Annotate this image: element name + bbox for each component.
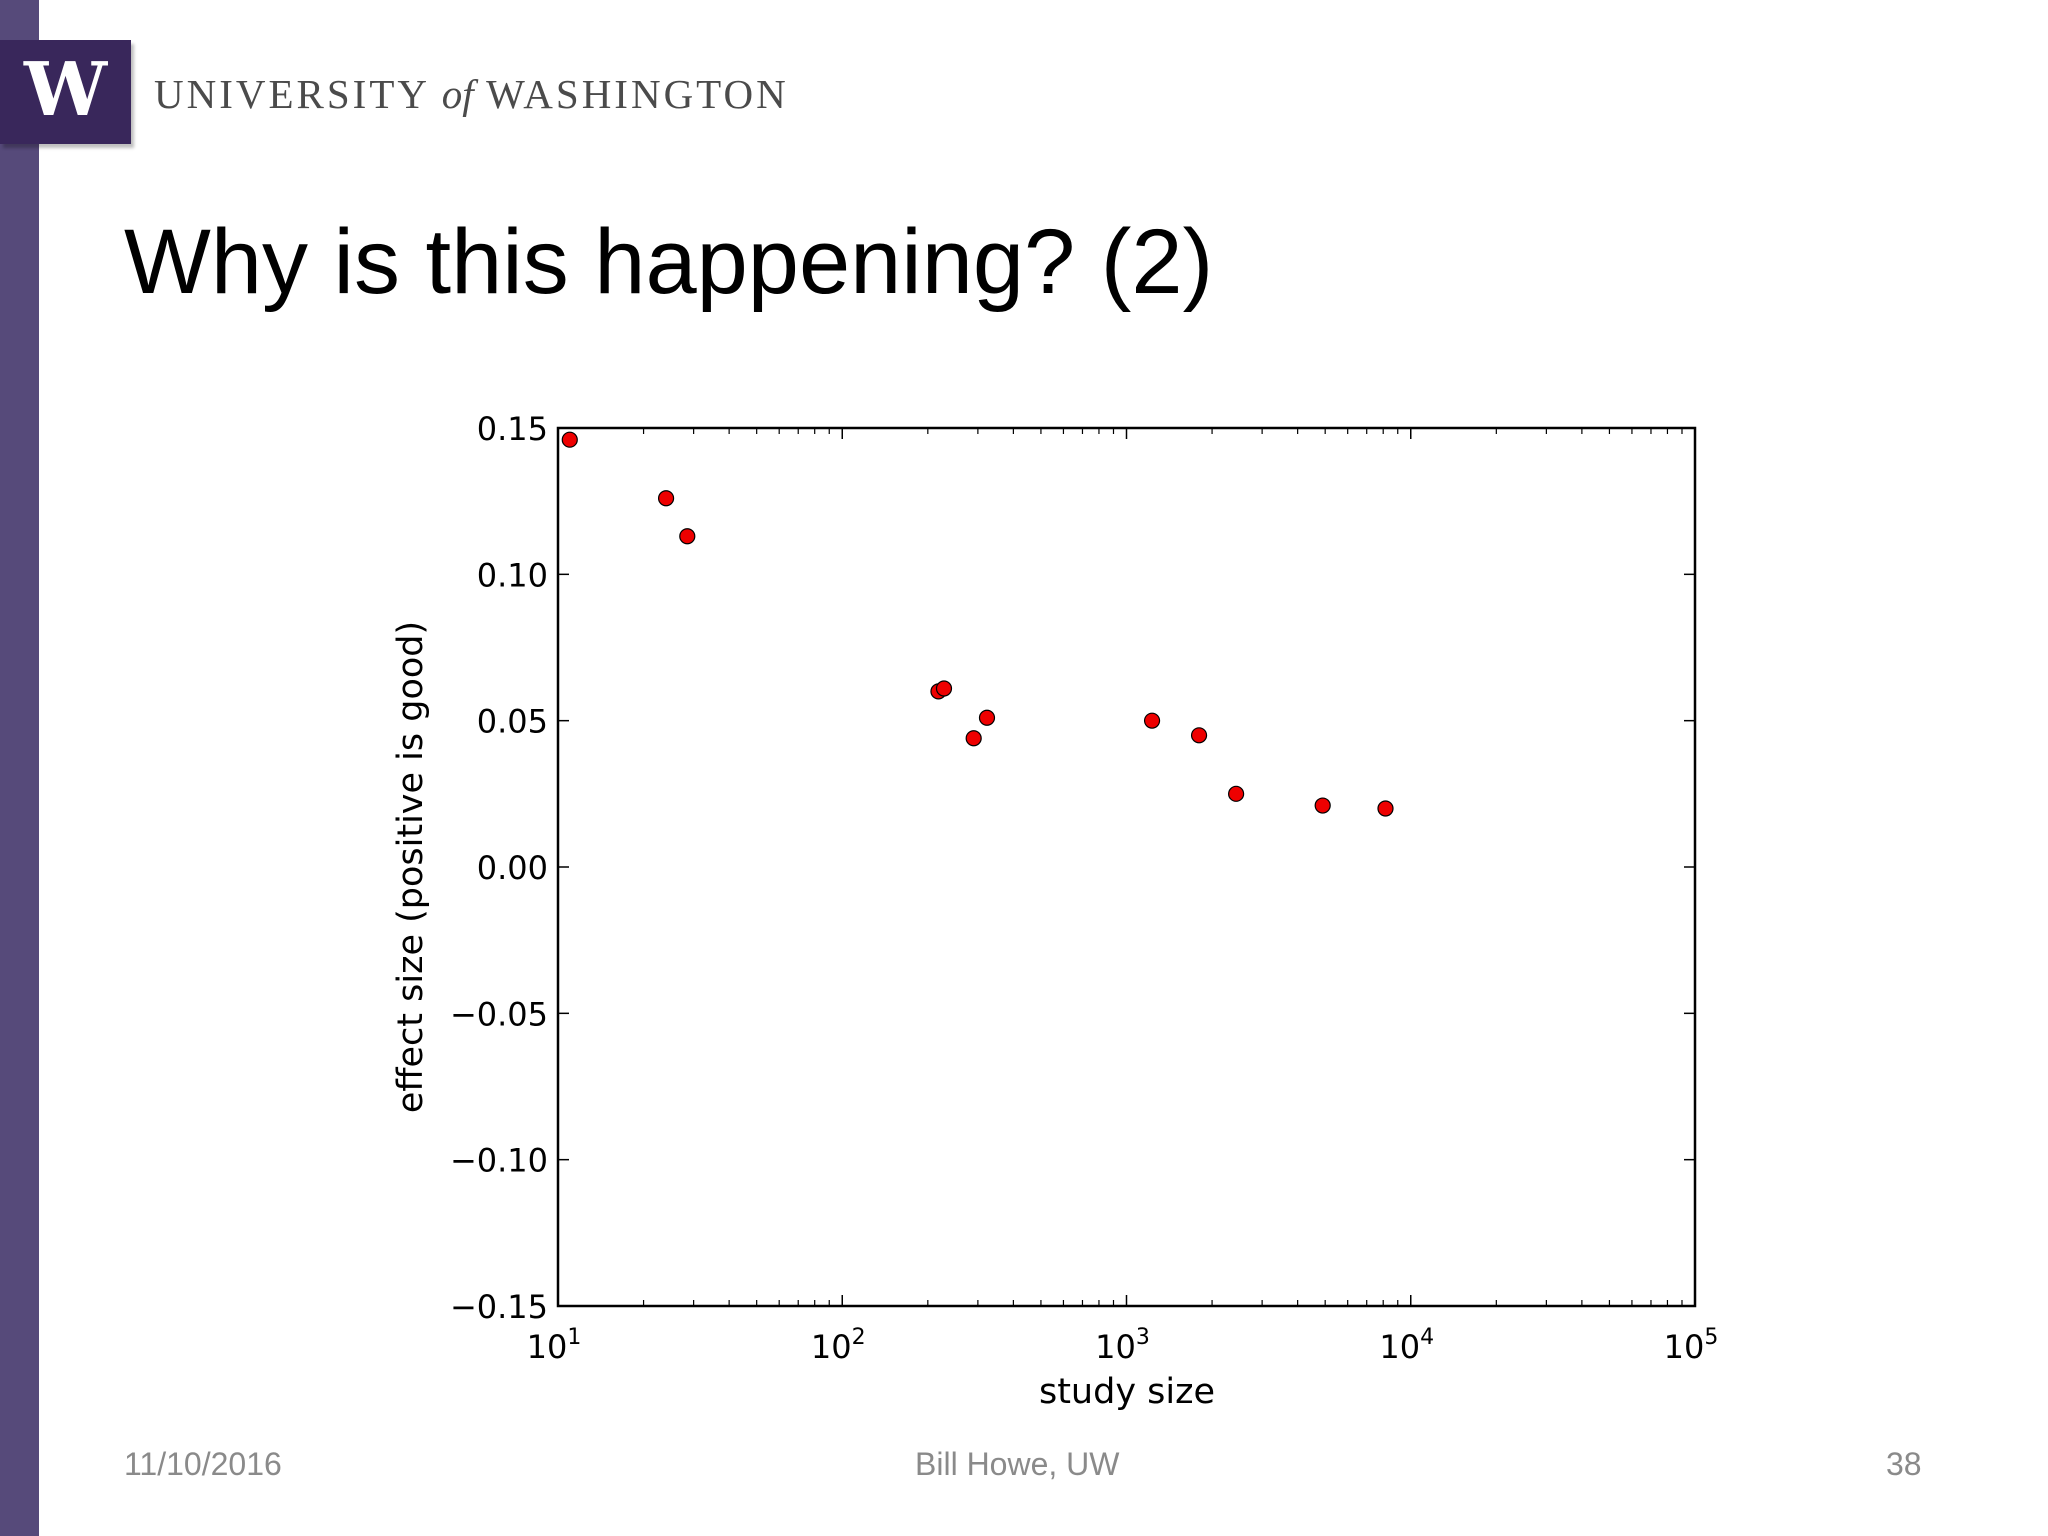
y-tick-label: −0.10 (450, 1142, 548, 1180)
y-tick-label: −0.15 (450, 1288, 548, 1326)
y-tick-label: 0.00 (477, 849, 548, 887)
y-tick-label: 0.05 (477, 703, 548, 741)
data-point (978, 709, 996, 726)
wordmark-of: of (441, 71, 474, 117)
x-tick-label: 105 (1664, 1325, 1719, 1366)
sidebar-stripe (0, 0, 39, 1536)
data-point (1377, 800, 1394, 817)
data-point (1143, 712, 1161, 729)
x-axis-label: study size (1039, 1372, 1215, 1412)
footer-date: 11/10/2016 (124, 1446, 282, 1482)
data-point (935, 680, 953, 697)
data-point (679, 528, 696, 545)
data-point (657, 490, 675, 507)
data-points (561, 431, 1394, 817)
footer-page-number: 38 (1886, 1446, 1922, 1482)
plot-frame (556, 426, 1697, 1308)
x-tick-label: 102 (811, 1325, 866, 1366)
wordmark-washington: WASHINGTON (473, 71, 789, 117)
x-tick-label: 101 (527, 1325, 582, 1366)
data-point (965, 730, 982, 747)
slide-title: Why is this happening? (2) (124, 211, 1214, 313)
plot-border (556, 426, 1697, 1308)
data-point (1314, 797, 1331, 814)
data-point (1190, 727, 1208, 744)
footer-author: Bill Howe, UW (915, 1446, 1120, 1482)
y-tick-label: 0.15 (477, 410, 548, 448)
data-point (561, 431, 578, 448)
y-axis-label: effect size (positive is good) (391, 621, 431, 1113)
x-tick-label: 103 (1095, 1325, 1150, 1366)
university-wordmark: UNIVERSITY of WASHINGTON (154, 70, 789, 118)
y-tick-label: −0.05 (450, 995, 548, 1033)
x-tick-label: 104 (1379, 1325, 1434, 1366)
y-tick-label: 0.10 (477, 556, 548, 594)
uw-logo: W (0, 40, 131, 144)
wordmark-university: UNIVERSITY (154, 71, 442, 117)
axis-ticks (557, 427, 1696, 1307)
logo-letter: W (23, 47, 108, 133)
data-point (1228, 785, 1245, 802)
